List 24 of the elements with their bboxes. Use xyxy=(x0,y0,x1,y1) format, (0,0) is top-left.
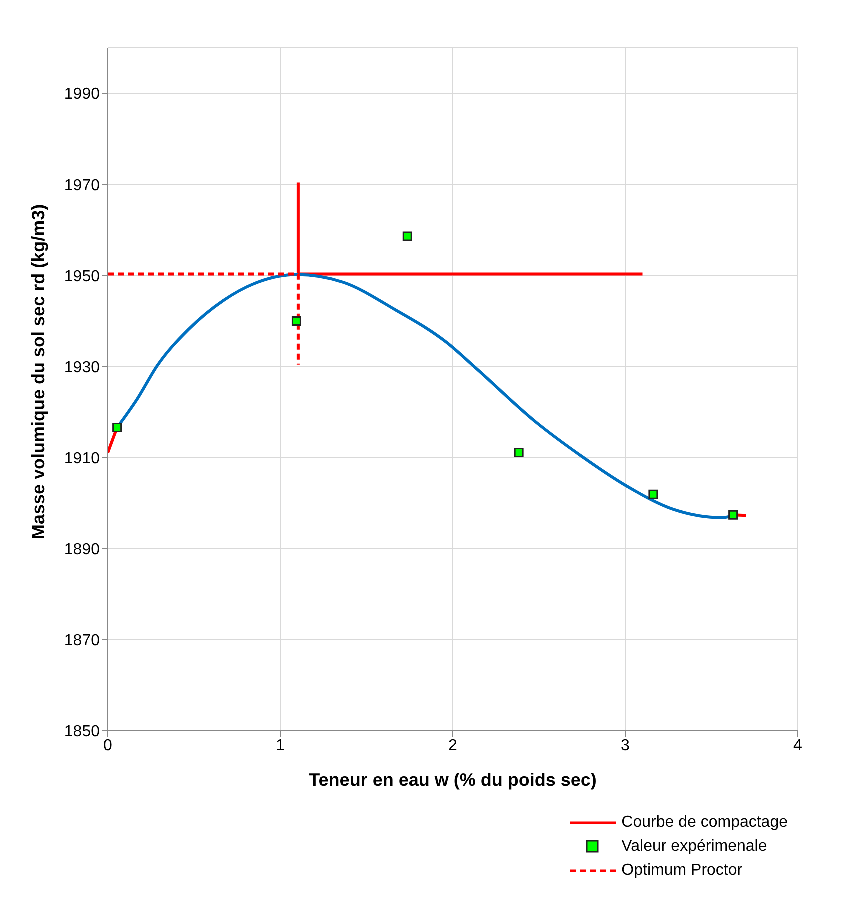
y-tick-label: 1890 xyxy=(64,542,100,559)
x-tick-label: 1 xyxy=(276,737,286,754)
x-tick-label: 4 xyxy=(794,737,803,754)
y-tick-label: 1990 xyxy=(64,86,100,104)
y-tick-label: 1850 xyxy=(64,724,100,741)
point xyxy=(402,232,412,242)
x-tick-label: 0 xyxy=(104,737,113,754)
y-tick-label: 1870 xyxy=(64,632,100,650)
point xyxy=(112,423,122,432)
y-tick-label: 1970 xyxy=(64,177,100,194)
point xyxy=(648,490,658,500)
point xyxy=(292,316,302,326)
legend-label: Courbe de compactage xyxy=(622,813,788,833)
y-tick-label: 1930 xyxy=(64,359,100,376)
x-tick-label: 3 xyxy=(621,737,630,754)
y-tick-label: 1910 xyxy=(64,450,100,468)
x-tick-label: 2 xyxy=(448,737,458,754)
point xyxy=(514,448,524,458)
point xyxy=(728,510,738,520)
x-axis-title: Teneur en eau w (% du poids sec) xyxy=(309,770,597,790)
legend-label: Valeur expérimenale xyxy=(622,837,768,857)
y-tick-label: 1950 xyxy=(64,268,100,286)
legend-label: Optimum Proctor xyxy=(622,861,743,881)
y-axis-title: Masse volumique du sol sec rd (kg/m3) xyxy=(28,204,48,540)
